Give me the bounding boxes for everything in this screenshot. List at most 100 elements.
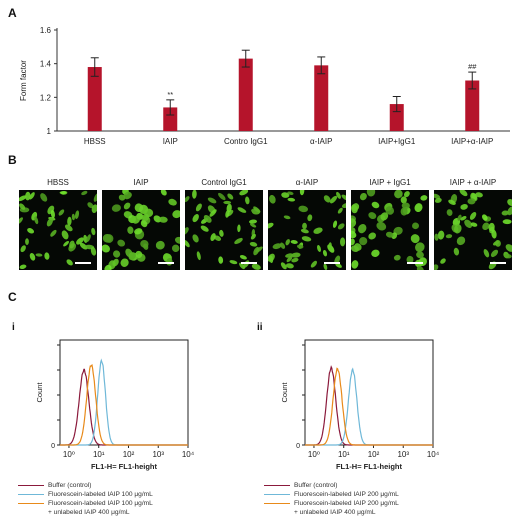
legend-ii-buffer-label: Buffer (control) bbox=[294, 482, 338, 489]
cell bbox=[35, 253, 43, 257]
x-tick-label: 10⁰ bbox=[308, 450, 320, 459]
cell bbox=[502, 219, 512, 225]
cell bbox=[269, 194, 276, 204]
cell bbox=[351, 260, 359, 269]
cell bbox=[81, 190, 88, 196]
cell bbox=[172, 210, 180, 219]
cell bbox=[291, 252, 301, 258]
cell bbox=[460, 216, 467, 221]
bar-0 bbox=[87, 67, 102, 131]
cell bbox=[403, 191, 410, 198]
cell bbox=[459, 190, 468, 197]
cell bbox=[420, 195, 428, 201]
cell bbox=[111, 204, 121, 212]
legend-ii-fluor: Fluorescein-labeled IAIP 200 μg/mL bbox=[264, 490, 399, 499]
cell bbox=[227, 193, 234, 200]
legend-i-fluor-unlabeled-swatch bbox=[18, 503, 44, 505]
cell bbox=[229, 260, 238, 265]
panel-a-letter: A bbox=[8, 6, 17, 20]
cell bbox=[104, 264, 112, 270]
histogram-series-0 bbox=[60, 368, 188, 446]
cell bbox=[491, 229, 497, 239]
legend-ii: Buffer (control) Fluorescein-labeled IAI… bbox=[264, 481, 399, 517]
cell bbox=[385, 231, 394, 238]
cell bbox=[507, 199, 512, 206]
cell bbox=[415, 242, 425, 253]
cell bbox=[400, 196, 407, 204]
cell bbox=[376, 221, 387, 231]
cell bbox=[446, 209, 453, 216]
cell bbox=[317, 245, 321, 252]
cell bbox=[155, 240, 165, 250]
cell bbox=[245, 196, 250, 205]
cell bbox=[371, 201, 380, 209]
cell bbox=[66, 259, 73, 266]
micrograph-cells bbox=[351, 190, 428, 270]
cell bbox=[501, 210, 509, 216]
panel-c-letter: C bbox=[8, 290, 17, 304]
cell bbox=[209, 209, 217, 217]
cell bbox=[237, 224, 241, 233]
cell bbox=[102, 244, 110, 253]
scale-bar bbox=[241, 262, 257, 264]
cell bbox=[144, 208, 154, 218]
significance-label: ## bbox=[468, 62, 477, 71]
cell bbox=[234, 237, 243, 245]
cell bbox=[302, 222, 307, 230]
panel-b-letter: B bbox=[8, 153, 17, 167]
cell bbox=[283, 215, 291, 220]
cell bbox=[322, 249, 328, 257]
cell bbox=[300, 228, 309, 234]
cell bbox=[168, 198, 177, 206]
cell bbox=[237, 207, 247, 213]
cell bbox=[128, 252, 136, 261]
x-tick-label: 10³ bbox=[397, 450, 409, 459]
cell bbox=[117, 239, 126, 247]
legend-ii-buffer: Buffer (control) bbox=[264, 481, 399, 490]
cell bbox=[280, 262, 287, 270]
cell bbox=[50, 209, 55, 219]
cell bbox=[272, 243, 282, 250]
form-factor-bar-chart: 1 1.2 1.4 1.6 Form factor HBSS ** IAIP Contro Ig… bbox=[19, 26, 510, 146]
legend-ii-fluor-label: Fluorescein-labeled IAIP 200 μg/mL bbox=[294, 491, 399, 498]
legend-i-fluor-unlabeled: Fluorescein-labeled IAIP 100 μg/mL bbox=[18, 499, 153, 508]
cell bbox=[323, 195, 331, 203]
cell bbox=[332, 220, 338, 228]
legend-i-fluor-unlabeled-label-2: + unlabeled IAIP 400 μg/mL bbox=[48, 509, 130, 516]
y-tick-label: 0 bbox=[296, 443, 300, 450]
micrograph-image bbox=[19, 190, 97, 270]
micrograph-label: Control IgG1 bbox=[201, 178, 247, 187]
cell bbox=[185, 239, 190, 248]
legend-ii-fluor-unlabeled-swatch bbox=[264, 503, 290, 505]
cell bbox=[280, 242, 286, 249]
cell bbox=[337, 223, 345, 230]
cell bbox=[414, 203, 423, 213]
cell bbox=[434, 193, 441, 199]
legend-i-fluor: Fluorescein-labeled IAIP 100 μg/mL bbox=[18, 490, 153, 499]
micrograph-image bbox=[102, 190, 180, 270]
cell bbox=[219, 229, 224, 237]
cell bbox=[285, 239, 290, 246]
x-tick-label: 10⁰ bbox=[63, 450, 75, 459]
cell bbox=[400, 207, 408, 216]
cell bbox=[140, 220, 148, 228]
cell bbox=[385, 206, 394, 215]
legend-i-fluor-unlabeled-label: Fluorescein-labeled IAIP 100 μg/mL bbox=[48, 500, 153, 507]
cell bbox=[482, 214, 488, 221]
cell bbox=[64, 224, 73, 232]
cell bbox=[174, 236, 180, 244]
x-tick-label: 10¹ bbox=[338, 450, 350, 459]
cell bbox=[214, 235, 222, 241]
y-tick-label: 1.2 bbox=[40, 93, 52, 102]
cell bbox=[58, 209, 65, 216]
scale-bar bbox=[158, 262, 174, 264]
cell bbox=[29, 252, 36, 261]
cell bbox=[20, 245, 26, 253]
y-tick-label: 1 bbox=[47, 127, 52, 136]
bar-1 bbox=[163, 107, 178, 131]
cell bbox=[504, 253, 512, 259]
cell bbox=[469, 211, 477, 220]
cell bbox=[351, 230, 357, 239]
cell bbox=[76, 237, 84, 245]
cell bbox=[445, 234, 453, 239]
